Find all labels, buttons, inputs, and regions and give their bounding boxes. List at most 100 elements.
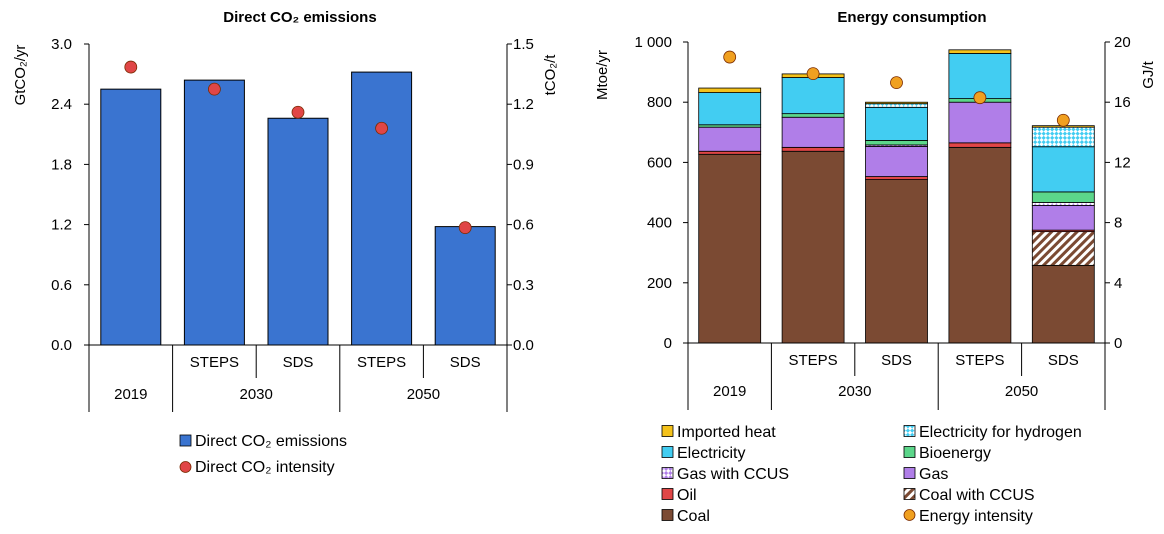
legend-label: Imported heat [677,424,776,441]
y-tick-label: 2.4 [51,96,72,113]
group-label: 2030 [838,383,871,400]
category-label: SDS [450,354,481,371]
bar-segment [1031,205,1095,231]
bar-segment [781,77,845,115]
chart-1-legend: Direct CO₂ emissions Direct CO₂ intensity [179,433,347,476]
intensity-marker [291,105,305,119]
y-tick-label: 0.6 [51,277,72,294]
y-tick-label: 1.8 [51,156,72,173]
intensity-marker [124,60,138,74]
bar-segment [948,142,1012,148]
bar-segment [1031,264,1095,344]
legend-swatch [661,467,674,479]
group-label: 2019 [114,386,147,403]
bar [100,88,162,346]
legend-swatch [903,446,916,458]
y2-tick-label: 1.5 [513,36,534,53]
y-tick-label: 0.0 [51,337,72,354]
bar-segment [781,150,845,344]
group-label: 2050 [407,386,440,403]
chart-2-ylabel: Mtoe/yr [594,50,611,100]
intensity-marker [973,91,987,105]
y2-tick-label: 0.9 [513,156,534,173]
chart-2-title: Energy consumption [837,9,986,26]
category-label: SDS [1048,352,1079,369]
y2-tick-label: 0.3 [513,277,534,294]
bar-segment [698,153,762,344]
intensity-marker [806,67,820,81]
bar-segment [698,92,762,126]
legend-label: Direct CO₂ emissions [195,433,347,450]
group-label: 2019 [713,383,746,400]
legend-label: Coal with CCUS [919,487,1035,504]
legend-swatch [179,434,192,447]
legend-swatch [661,488,674,500]
legend-label: Gas with CCUS [677,466,789,483]
group-label: 2050 [1005,383,1038,400]
bar-segment [698,126,762,152]
bar-segment [698,150,762,155]
bar-segment [781,116,845,148]
bar [351,71,413,346]
y2-tick-label: 20 [1114,34,1131,51]
bar-segment [1031,231,1095,266]
legend-label: Bioenergy [919,445,991,462]
intensity-marker [375,121,389,135]
category-label: STEPS [357,354,406,371]
intensity-marker [890,76,903,90]
bar [183,79,245,346]
legend-swatch [661,425,674,437]
category-label: SDS [881,352,912,369]
intensity-marker [723,50,737,64]
y-tick-label: 800 [647,94,672,111]
bar-segment [781,146,845,152]
legend-swatch [661,446,674,458]
y-tick-label: 600 [647,154,672,171]
chart-2: Energy consumption Mtoe/yr GJ/t [594,9,1157,100]
y2-tick-label: 0 [1114,335,1122,352]
y-tick-label: 3.0 [51,36,72,53]
bar-segment [948,49,1012,54]
bar-segment [1031,146,1095,193]
legend-label: Direct CO₂ intensity [195,459,335,476]
legend-marker [903,509,916,521]
bar-segment [865,103,928,108]
bar-segment [1031,202,1095,206]
legend-swatch [903,425,916,437]
intensity-marker [1056,113,1070,127]
y-tick-label: 1.2 [51,217,72,234]
category-label: STEPS [955,352,1004,369]
bar-segment [1031,126,1095,148]
chart-1-ylabel: GtCO₂/yr [12,45,29,106]
legend-swatch [661,509,674,521]
bar-segment [948,146,1012,344]
legend-marker [179,461,192,473]
y2-tick-label: 1.2 [513,96,534,113]
legend-label: Electricity for hydrogen [919,424,1082,441]
chart-1-y2label: tCO₂/t [542,54,559,96]
category-label: SDS [283,354,314,371]
bar-segment [1031,191,1095,203]
intensity-marker [458,221,472,235]
legend-label: Oil [677,487,697,504]
chart-1-title: Direct CO₂ emissions [223,9,376,26]
bar-segment [865,106,928,141]
bar-segment [698,87,762,93]
bar-segment [865,146,928,177]
bar-segment [865,101,928,105]
category-label: STEPS [789,352,838,369]
chart-1: Direct CO₂ emissions GtCO₂/yr tCO₂/t [12,9,559,105]
legend-label: Energy intensity [919,508,1033,525]
legend-swatch [903,488,916,500]
intensity-marker [207,82,221,96]
chart-1-plot: 0.0 0.6 1.2 1.8 2.4 3.0 0.0 0.3 0.6 0.9 1.2 1.5 2019… [51,36,534,412]
y2-tick-label: 12 [1114,154,1131,171]
y2-tick-label: 0.0 [513,337,534,354]
bar-segment [948,101,1012,144]
bar-segment [948,53,1012,99]
legend-label: Gas [919,466,948,483]
group-label: 2030 [240,386,273,403]
y-tick-label: 1 000 [634,34,672,51]
